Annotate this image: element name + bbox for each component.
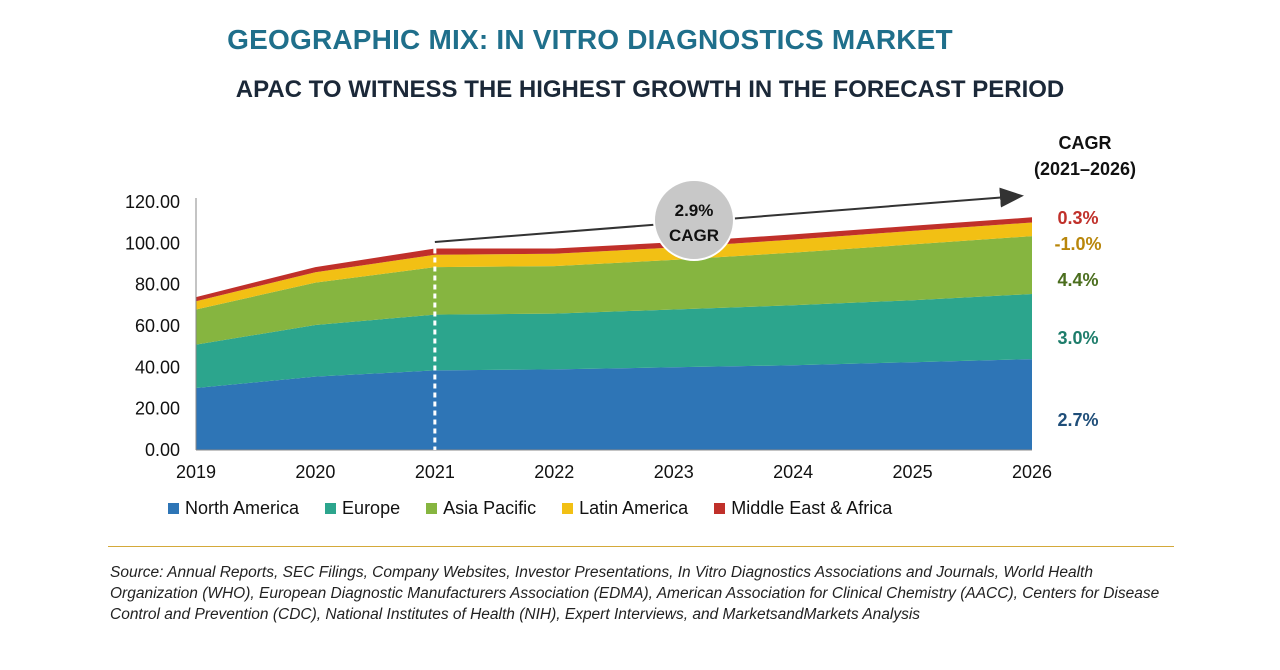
area-latin-america [196, 222, 1032, 310]
cagr-bubble [653, 179, 735, 261]
y-tick-label: 20.00 [135, 399, 180, 419]
cagr-bubble-label: CAGR [669, 226, 719, 245]
cagr-header-line2: (2021–2026) [1033, 159, 1137, 179]
y-tick-label: 120.00 [125, 192, 180, 212]
cagr-label: 2.7% [1057, 410, 1098, 430]
area-north-america [196, 359, 1032, 450]
y-tick-label: 0.00 [145, 440, 180, 460]
x-tick-label: 2022 [534, 462, 574, 482]
cagr-header: CAGR (2021–2026) [1010, 130, 1160, 182]
legend-item: Latin America [562, 498, 688, 519]
legend-label: Europe [342, 498, 401, 518]
cagr-label: -1.0% [1054, 234, 1101, 254]
legend-item: Middle East & Africa [714, 498, 892, 519]
chart-title: GEOGRAPHIC MIX: IN VITRO DIAGNOSTICS MAR… [227, 24, 953, 55]
legend-label: Middle East & Africa [731, 498, 893, 518]
legend-swatch [714, 503, 726, 514]
y-tick-label: 100.00 [125, 233, 180, 253]
area-europe [196, 294, 1032, 388]
y-tick-label: 40.00 [135, 357, 180, 377]
legend-item: Asia Pacific [426, 498, 536, 519]
legend-label: Latin America [579, 498, 689, 518]
area-middle-east-africa [196, 217, 1032, 302]
x-tick-label: 2023 [654, 462, 694, 482]
legend-label: Asia Pacific [443, 498, 537, 518]
legend-swatch [562, 503, 574, 514]
cagr-label: 0.3% [1057, 208, 1098, 228]
source-divider [108, 546, 1174, 547]
x-tick-label: 2020 [295, 462, 335, 482]
y-tick-label: 60.00 [135, 316, 180, 336]
cagr-bubble-value: 2.9% [675, 201, 714, 220]
legend-item: Europe [325, 498, 400, 519]
legend-swatch [168, 503, 179, 514]
area-asia-pacific [196, 236, 1032, 345]
legend-item: North America [168, 498, 299, 519]
legend: North America Europe Asia Pacific Latin Ame… [168, 498, 892, 519]
cagr-label: 3.0% [1057, 328, 1098, 348]
x-tick-label: 2019 [176, 462, 216, 482]
x-tick-label: 2024 [773, 462, 813, 482]
x-tick-label: 2026 [1012, 462, 1052, 482]
legend-swatch [325, 503, 337, 514]
legend-swatch [426, 503, 438, 514]
source-note: Source: Annual Reports, SEC Filings, Com… [110, 564, 1160, 623]
cagr-label: 4.4% [1057, 270, 1098, 290]
x-tick-label: 2021 [415, 462, 455, 482]
y-tick-label: 80.00 [135, 275, 180, 295]
cagr-header-line1: CAGR [1058, 133, 1112, 153]
chart-subtitle: APAC TO WITNESS THE HIGHEST GROWTH IN TH… [235, 76, 1065, 103]
legend-label: North America [185, 498, 300, 518]
x-tick-label: 2025 [893, 462, 933, 482]
